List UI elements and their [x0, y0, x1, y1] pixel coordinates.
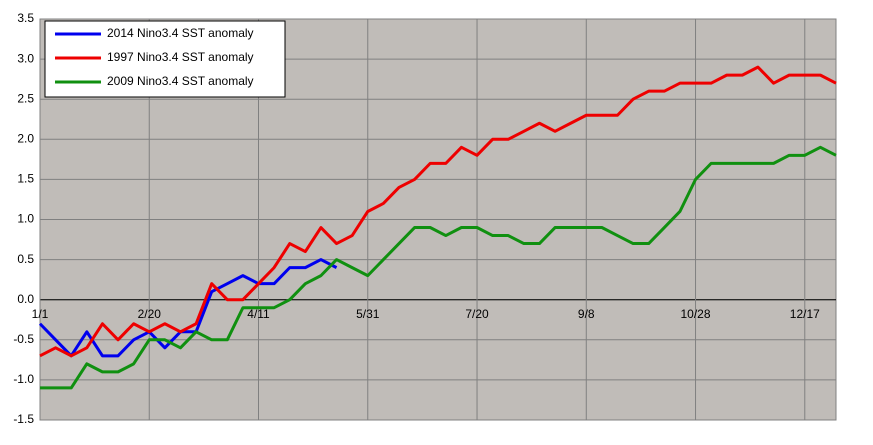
y-tick-label: 2.5 [17, 91, 34, 105]
y-tick-label: 0.5 [17, 252, 34, 266]
y-tick-label: 2.0 [17, 131, 34, 145]
y-tick-label: 3.0 [17, 51, 34, 65]
y-tick-label: -0.5 [13, 332, 34, 346]
y-tick-label: -1.0 [13, 372, 34, 386]
series-line [39, 65, 837, 358]
y-tick-label: 1.0 [17, 212, 34, 226]
x-tick-label: 7/20 [465, 307, 489, 321]
x-tick-label: 5/31 [356, 307, 380, 321]
legend-label: 2014 Nino3.4 SST anomaly [107, 26, 254, 40]
legend-label: 2009 Nino3.4 SST anomaly [107, 74, 254, 88]
y-tick-label: 3.5 [17, 11, 34, 25]
series-line [38, 258, 338, 358]
x-tick-label: 12/17 [790, 307, 820, 321]
legend: 2014 Nino3.4 SST anomaly 1997 Nino3.4 SST… [44, 20, 286, 98]
y-tick-label: -1.5 [13, 412, 34, 426]
x-tick-label: 2/20 [138, 307, 162, 321]
x-tick-label: 10/28 [681, 307, 711, 321]
series-line [40, 145, 837, 390]
x-tick-label: 1/1 [32, 307, 49, 321]
legend-label: 1997 Nino3.4 SST anomaly [107, 50, 254, 64]
x-tick-label: 4/11 [247, 307, 270, 321]
y-tick-label: 1.5 [17, 172, 34, 186]
y-tick-label: 0.0 [17, 292, 34, 306]
x-tick-label: 9/8 [578, 307, 595, 321]
